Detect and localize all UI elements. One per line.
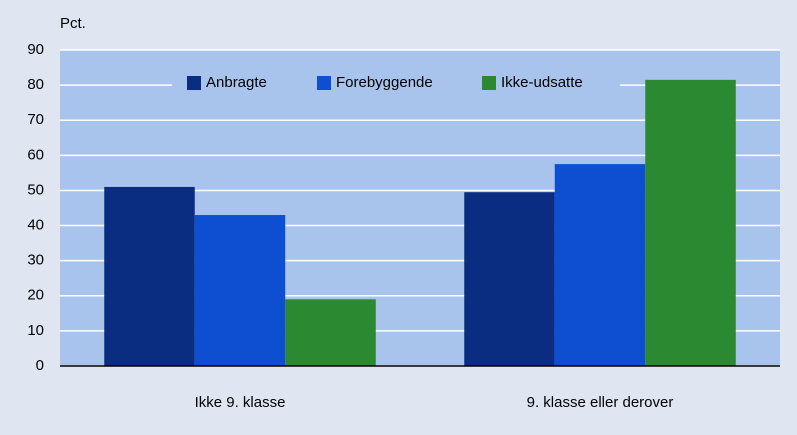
legend-swatch [482, 76, 496, 90]
y-tick-label: 20 [27, 287, 44, 304]
y-axis-label: Pct. [60, 15, 86, 32]
x-tick-label: Ikke 9. klasse [195, 394, 286, 411]
bar [645, 79, 736, 366]
bar [104, 186, 195, 366]
bar [285, 299, 376, 366]
y-tick-label: 90 [27, 41, 44, 58]
bar [464, 192, 555, 366]
y-tick-label: 80 [27, 76, 44, 93]
y-tick-label: 40 [27, 217, 44, 234]
bar [194, 215, 286, 366]
y-tick-label: 0 [36, 357, 44, 374]
legend-swatch [317, 76, 331, 90]
legend-label: Ikke-udsatte [501, 74, 583, 91]
y-tick-label: 70 [27, 111, 44, 128]
y-tick-label: 60 [27, 146, 44, 163]
legend-label: Anbragte [206, 74, 267, 91]
y-tick-label: 50 [27, 181, 44, 198]
x-tick-label: 9. klasse eller derover [527, 394, 674, 411]
legend-background [172, 70, 620, 96]
y-tick-label: 10 [27, 322, 44, 339]
legend-swatch [187, 76, 201, 90]
legend-label: Forebyggende [336, 74, 433, 91]
bar [554, 164, 646, 366]
y-tick-label: 30 [27, 252, 44, 269]
